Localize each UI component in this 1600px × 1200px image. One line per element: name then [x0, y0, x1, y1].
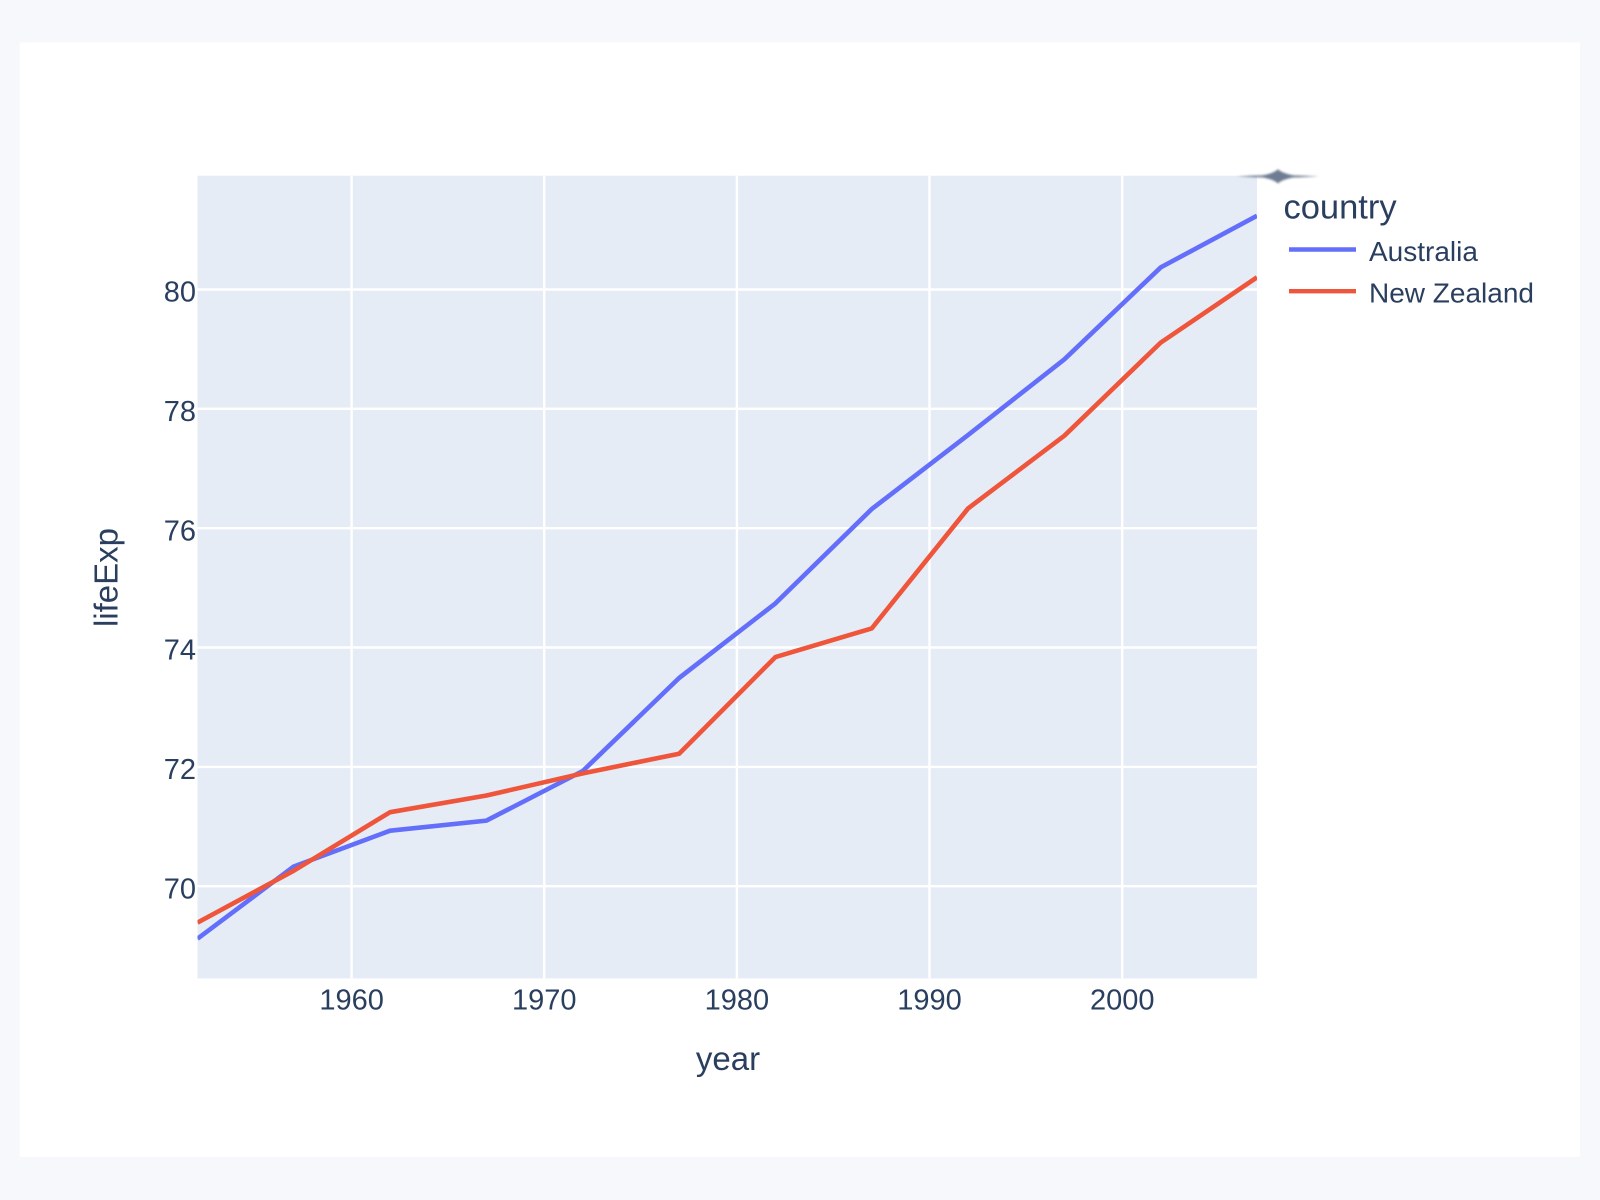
svg-text:1980: 1980 — [705, 985, 770, 1017]
svg-text:80: 80 — [164, 277, 196, 309]
svg-text:New Zealand: New Zealand — [1369, 278, 1534, 309]
svg-text:2000: 2000 — [1090, 985, 1155, 1017]
svg-text:1960: 1960 — [319, 985, 384, 1017]
svg-text:year: year — [696, 1040, 760, 1077]
svg-text:1990: 1990 — [897, 985, 962, 1017]
svg-text:1970: 1970 — [512, 985, 577, 1017]
svg-text:74: 74 — [164, 635, 196, 667]
svg-text:78: 78 — [164, 396, 196, 428]
svg-text:70: 70 — [164, 873, 196, 905]
svg-text:Australia: Australia — [1369, 236, 1478, 267]
svg-text:72: 72 — [164, 754, 196, 786]
svg-text:country: country — [1284, 189, 1398, 227]
svg-text:76: 76 — [164, 515, 196, 547]
svg-text:lifeExp: lifeExp — [88, 528, 125, 627]
